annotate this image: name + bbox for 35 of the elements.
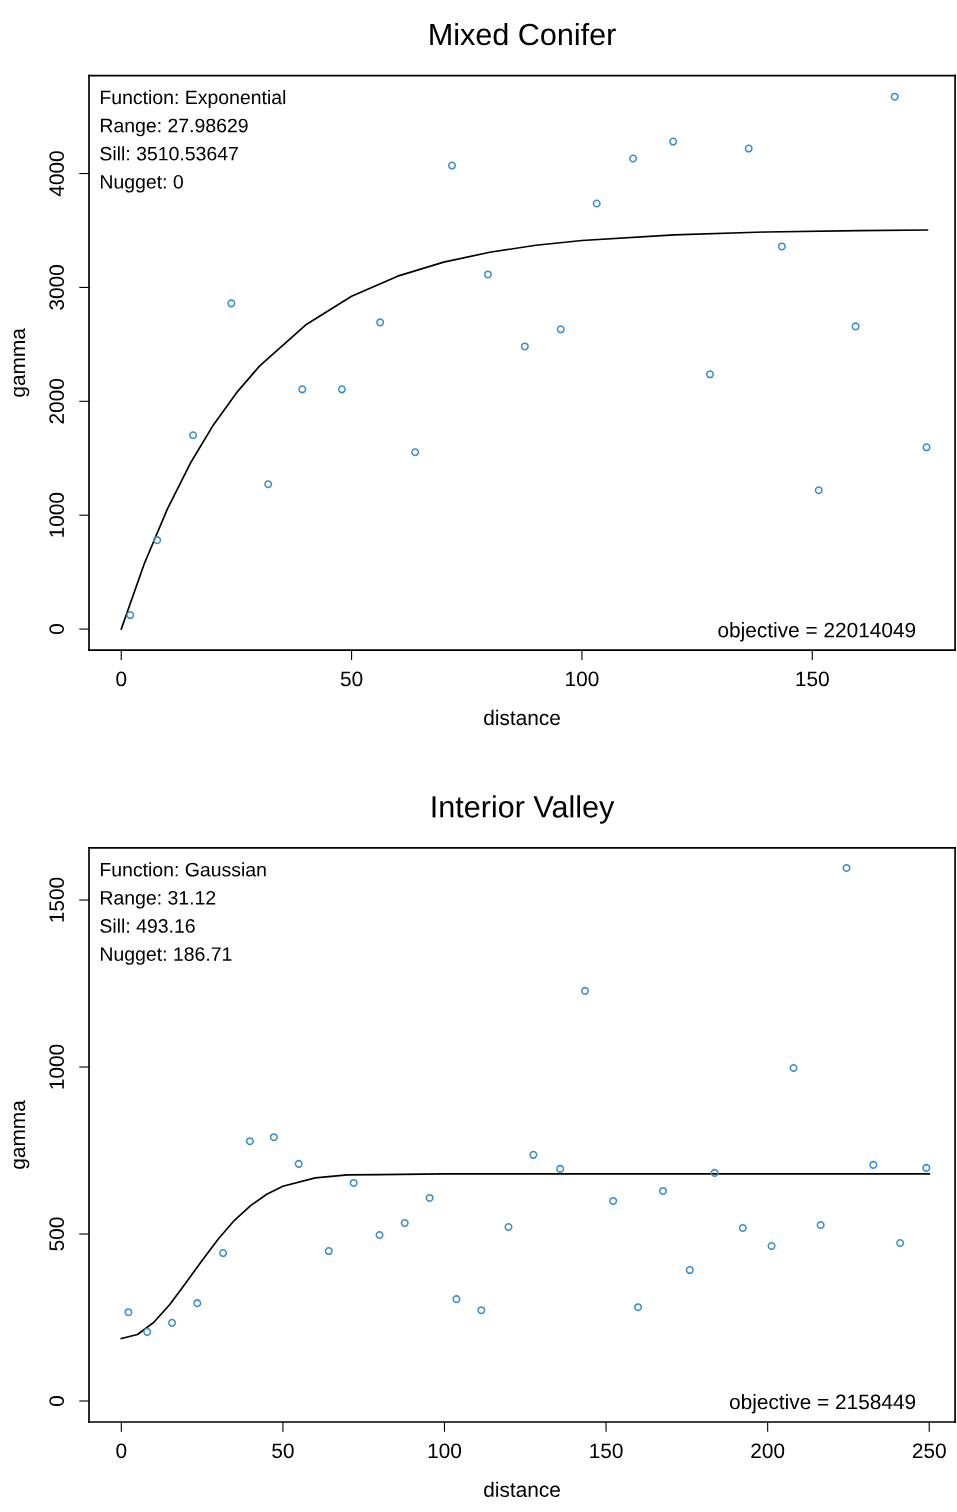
x-tick-label: 0 <box>116 671 127 687</box>
x-tick-label: 50 <box>340 671 363 687</box>
y-tick-label: 0 <box>49 1396 65 1406</box>
y-axis-title: gamma <box>13 1100 30 1169</box>
y-tick-label: 1000 <box>49 1044 65 1089</box>
y-tick-label: 4000 <box>49 151 65 197</box>
x-tick-label: 100 <box>428 1443 462 1459</box>
x-axis-title: distance <box>484 709 560 726</box>
y-tick-label: 2000 <box>49 378 65 424</box>
y-axis-title: gamma <box>13 328 30 397</box>
annotation: Sill: 3510.53647 <box>100 146 238 161</box>
x-tick-label: 100 <box>566 671 599 687</box>
annotation: Function: Exponential <box>100 89 286 109</box>
y-tick-label: 1500 <box>49 877 65 922</box>
x-tick-label: 150 <box>796 671 829 687</box>
x-tick-label: 200 <box>751 1443 785 1459</box>
chart-title: Mixed Conifer <box>430 22 616 46</box>
annotation: Range: 27.98629 <box>100 118 248 137</box>
annotation: Function: Gaussian <box>100 862 266 877</box>
chart-title: Interior Valley <box>432 795 615 824</box>
annotation: Nugget: 186.71 <box>100 947 232 965</box>
x-tick-label: 50 <box>272 1443 294 1459</box>
annotation: Sill: 493.16 <box>100 918 195 933</box>
y-tick-label: 0 <box>49 624 65 635</box>
annotation: objective = 2158449 <box>729 1394 916 1414</box>
x-tick-label: 150 <box>590 1443 623 1459</box>
x-tick-label: 0 <box>116 1443 127 1459</box>
x-tick-label: 250 <box>912 1443 946 1459</box>
annotation: objective = 22014049 <box>718 622 916 642</box>
y-tick-label: 1000 <box>49 492 65 537</box>
y-tick-label: 3000 <box>49 265 65 310</box>
annotation: Range: 31.12 <box>100 890 216 909</box>
x-axis-title: distance <box>484 1481 560 1498</box>
y-tick-label: 500 <box>49 1217 65 1251</box>
annotation: Nugget: 0 <box>100 174 183 193</box>
